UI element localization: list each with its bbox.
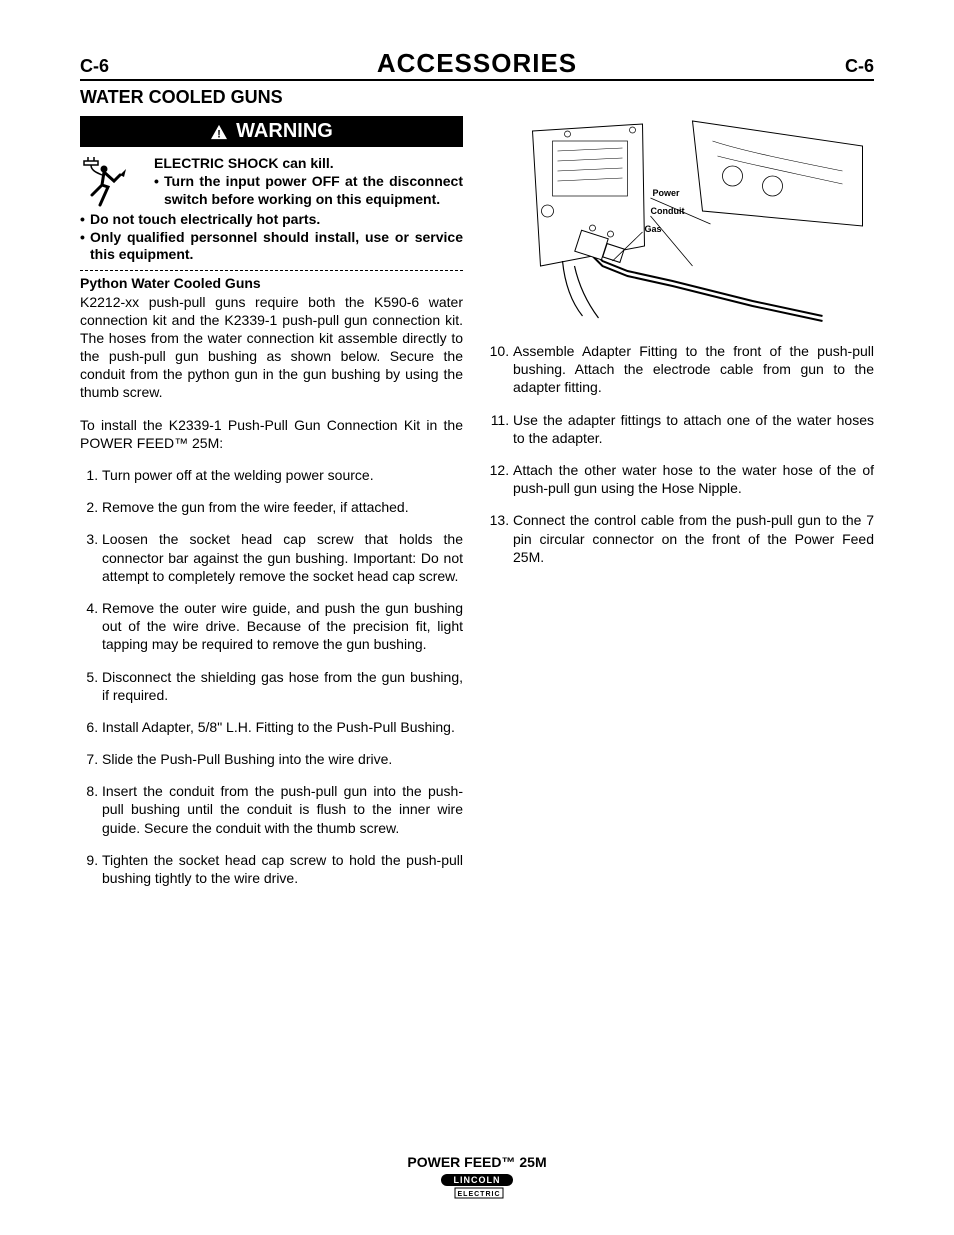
step-item: Slide the Push-Pull Bushing into the wir… [102, 750, 463, 768]
shock-heading: ELECTRIC SHOCK can kill. [154, 155, 463, 171]
diagram-label-conduit: Conduit [651, 206, 685, 216]
step-item: Remove the gun from the wire feeder, if … [102, 498, 463, 516]
warning-bullet: Do not touch electrically hot parts. [80, 211, 463, 229]
header-row: C-6 ACCESSORIES C-6 [80, 48, 874, 81]
step-item: Loosen the socket head cap screw that ho… [102, 530, 463, 585]
python-paragraph-2: To install the K2339-1 Push-Pull Gun Con… [80, 416, 463, 452]
columns: ! WARNING ELECTRIC SHOCK can kill. [80, 116, 874, 901]
step-item: Install Adapter, 5/8" L.H. Fitting to th… [102, 718, 463, 736]
warning-bullets-bottom: Do not touch electrically hot parts. Onl… [80, 211, 463, 264]
python-paragraph-1: K2212-xx push-pull guns require both the… [80, 293, 463, 402]
column-left: ! WARNING ELECTRIC SHOCK can kill. [80, 116, 463, 901]
step-item: Assemble Adapter Fitting to the front of… [513, 342, 874, 397]
warning-bullet: Turn the input power OFF at the disconne… [154, 173, 463, 208]
diagram-label-power: Power [653, 188, 681, 198]
warning-bullets-top: Turn the input power OFF at the disconne… [154, 173, 463, 208]
logo-text-bottom: ELECTRIC [458, 1191, 501, 1198]
python-heading: Python Water Cooled Guns [80, 275, 463, 291]
page: C-6 ACCESSORIES C-6 WATER COOLED GUNS ! … [0, 0, 954, 1235]
logo-text-top: LINCOLN [454, 1175, 501, 1185]
diagram-label-gas: Gas [645, 224, 662, 234]
shock-text: ELECTRIC SHOCK can kill. Turn the input … [154, 155, 463, 208]
footer: POWER FEED™ 25M LINCOLN ELECTRIC [0, 1154, 954, 1205]
svg-text:!: ! [217, 128, 221, 140]
steps-left: Turn power off at the welding power sour… [80, 466, 463, 887]
lincoln-electric-logo: LINCOLN ELECTRIC [437, 1172, 517, 1205]
step-item: Turn power off at the welding power sour… [102, 466, 463, 484]
step-item: Insert the conduit from the push-pull gu… [102, 782, 463, 837]
step-item: Use the adapter fittings to attach one o… [513, 411, 874, 447]
diagram-svg: Power Conduit Gas [491, 116, 874, 326]
step-item: Attach the other water hose to the water… [513, 461, 874, 497]
shock-row: ELECTRIC SHOCK can kill. Turn the input … [80, 155, 463, 211]
warning-bar: ! WARNING [80, 116, 463, 147]
warning-triangle-icon: ! [210, 124, 228, 140]
step-item: Disconnect the shielding gas hose from t… [102, 668, 463, 704]
dashed-separator [80, 270, 463, 271]
warning-label: WARNING [236, 120, 333, 143]
connection-diagram: Power Conduit Gas [491, 116, 874, 326]
section-title: WATER COOLED GUNS [80, 87, 874, 108]
electric-shock-icon [80, 155, 144, 211]
page-title: ACCESSORIES [377, 48, 577, 79]
column-right: Power Conduit Gas Assemble Adapter Fitti… [491, 116, 874, 901]
steps-right: Assemble Adapter Fitting to the front of… [491, 342, 874, 566]
warning-bullet: Only qualified personnel should install,… [80, 229, 463, 264]
page-number-right: C-6 [845, 56, 874, 77]
step-item: Remove the outer wire guide, and push th… [102, 599, 463, 654]
step-item: Connect the control cable from the push-… [513, 511, 874, 566]
step-item: Tighten the socket head cap screw to hol… [102, 851, 463, 887]
page-number-left: C-6 [80, 56, 109, 77]
footer-product: POWER FEED™ 25M [0, 1154, 954, 1170]
